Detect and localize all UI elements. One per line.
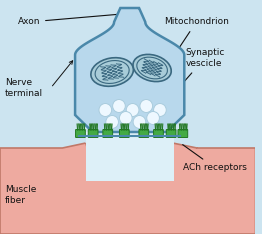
Polygon shape bbox=[0, 143, 255, 234]
Circle shape bbox=[126, 103, 139, 117]
Polygon shape bbox=[75, 8, 184, 132]
Circle shape bbox=[154, 103, 166, 117]
FancyBboxPatch shape bbox=[119, 129, 129, 138]
FancyBboxPatch shape bbox=[139, 129, 149, 138]
Circle shape bbox=[140, 99, 152, 113]
Text: Mitochondrion: Mitochondrion bbox=[164, 18, 229, 66]
Ellipse shape bbox=[133, 55, 171, 82]
Text: Axon: Axon bbox=[18, 14, 119, 26]
FancyBboxPatch shape bbox=[154, 129, 163, 138]
FancyBboxPatch shape bbox=[88, 129, 98, 138]
Ellipse shape bbox=[91, 58, 133, 86]
FancyBboxPatch shape bbox=[166, 129, 176, 138]
Circle shape bbox=[147, 111, 160, 124]
Circle shape bbox=[106, 116, 118, 128]
FancyBboxPatch shape bbox=[178, 129, 188, 138]
Bar bbox=[0, 148, 255, 234]
FancyBboxPatch shape bbox=[75, 129, 85, 138]
Text: ACh receptors: ACh receptors bbox=[183, 145, 247, 172]
FancyBboxPatch shape bbox=[103, 129, 113, 138]
Circle shape bbox=[119, 111, 132, 124]
Text: Synaptic
vescicle: Synaptic vescicle bbox=[163, 48, 225, 106]
Text: Muscle
fiber: Muscle fiber bbox=[5, 185, 36, 205]
Circle shape bbox=[113, 99, 125, 113]
Text: Nerve
terminal: Nerve terminal bbox=[5, 78, 43, 98]
Circle shape bbox=[99, 103, 112, 117]
Circle shape bbox=[133, 116, 146, 128]
Polygon shape bbox=[86, 132, 173, 181]
